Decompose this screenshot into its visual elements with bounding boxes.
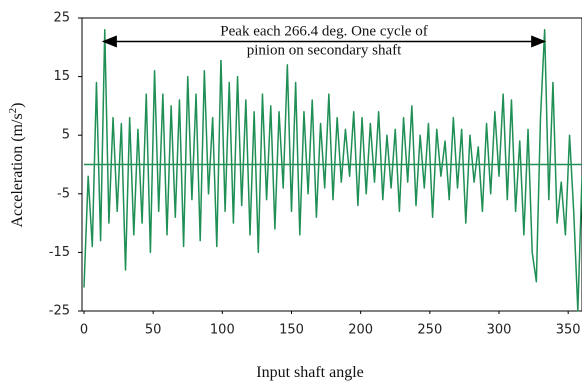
x-tick-label: 350 [556, 323, 581, 338]
x-axis-label: Input shaft angle [256, 364, 364, 381]
x-tick-label: 250 [417, 323, 442, 338]
plot-frame [81, 17, 582, 312]
y-tick-label: -25 [49, 304, 70, 319]
x-tick-label: 150 [279, 323, 304, 338]
y-axis-label: Acceleration (m/s2) [7, 103, 26, 228]
y-tick-label: 25 [53, 11, 70, 26]
y-label-sup: 2 [7, 108, 19, 114]
x-tick-label: 0 [80, 323, 88, 338]
x-tick-label: 100 [210, 323, 235, 338]
y-label-text: Acceleration (m/s [9, 113, 26, 227]
x-tick-label: 300 [487, 323, 512, 338]
x-tick-label: 50 [145, 323, 162, 338]
y-tick-label: -15 [49, 245, 70, 260]
annotation-text: Peak each 266.4 deg. One cycle of [220, 23, 427, 39]
y-tick-label: 15 [53, 69, 70, 84]
y-tick-label: -5 [57, 186, 70, 201]
y-label-end: ) [9, 103, 26, 108]
y-tick-label: 5 [62, 128, 70, 143]
x-tick-label: 200 [348, 323, 373, 338]
annotation-text: pinion on secondary shaft [247, 42, 402, 58]
data-line [83, 28, 582, 312]
